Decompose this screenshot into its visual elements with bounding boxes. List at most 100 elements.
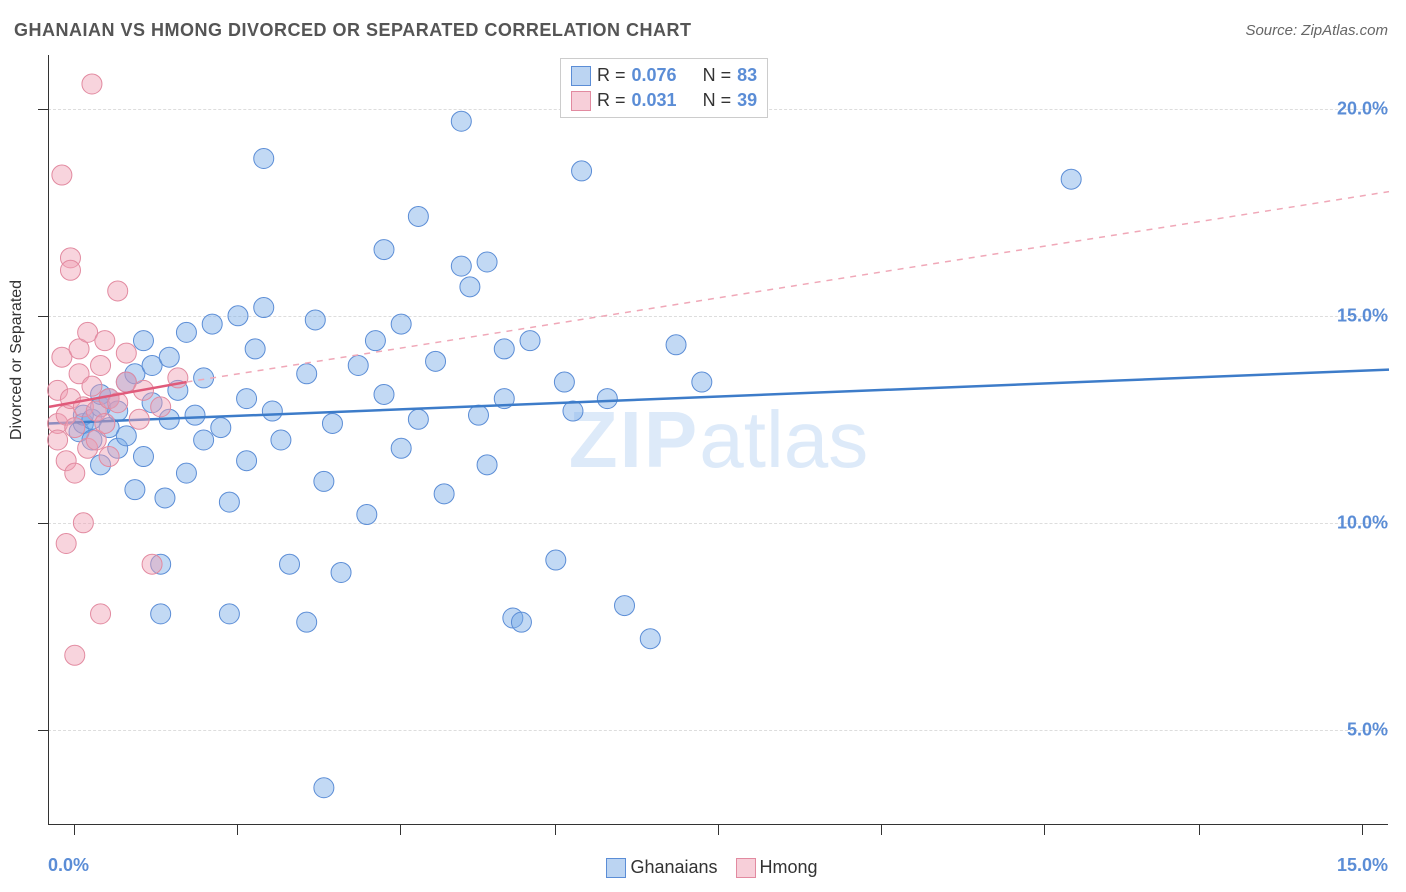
x-tick [1362, 825, 1363, 835]
scatter-point [82, 376, 102, 396]
scatter-point [254, 298, 274, 318]
scatter-point [73, 513, 93, 533]
scatter-point [116, 426, 136, 446]
scatter-point [451, 256, 471, 276]
scatter-point [254, 148, 274, 168]
scatter-point [460, 277, 480, 297]
series-swatch [736, 858, 756, 878]
scatter-point [125, 480, 145, 500]
scatter-point [116, 343, 136, 363]
scatter-point [219, 492, 239, 512]
scatter-point [60, 260, 80, 280]
series-label: Ghanaians [630, 857, 717, 877]
x-tick [718, 825, 719, 835]
scatter-point [280, 554, 300, 574]
source-attribution: Source: ZipAtlas.com [1245, 22, 1388, 39]
scatter-point [314, 471, 334, 491]
scatter-point [219, 604, 239, 624]
y-tick [38, 109, 48, 110]
legend-n-label: N = [703, 65, 732, 86]
scatter-point [237, 389, 257, 409]
legend-swatch [571, 91, 591, 111]
y-axis-label: Divorced or Separated [8, 280, 26, 440]
scatter-point [391, 438, 411, 458]
scatter-point [1061, 169, 1081, 189]
scatter-point [129, 409, 149, 429]
scatter-point [374, 240, 394, 260]
x-tick [881, 825, 882, 835]
scatter-point [176, 463, 196, 483]
legend-n-value: 83 [737, 65, 757, 86]
scatter-point [48, 430, 68, 450]
scatter-point [477, 455, 497, 475]
scatter-point [572, 161, 592, 181]
scatter-point [494, 339, 514, 359]
scatter-point [546, 550, 566, 570]
scatter-point [305, 310, 325, 330]
scatter-point [434, 484, 454, 504]
legend-r-label: R = [597, 65, 626, 86]
scatter-point [185, 405, 205, 425]
scatter-point [155, 488, 175, 508]
scatter-point [666, 335, 686, 355]
scatter-point [95, 413, 115, 433]
scatter-point [151, 604, 171, 624]
scatter-point [477, 252, 497, 272]
scatter-point [159, 347, 179, 367]
scatter-point [211, 418, 231, 438]
scatter-point [237, 451, 257, 471]
legend-swatch [571, 66, 591, 86]
scatter-point [52, 165, 72, 185]
scatter-point [297, 364, 317, 384]
scatter-point [82, 74, 102, 94]
y-tick [38, 523, 48, 524]
x-tick [237, 825, 238, 835]
x-tick [1199, 825, 1200, 835]
scatter-point [314, 778, 334, 798]
scatter-point [176, 322, 196, 342]
scatter-point [374, 384, 394, 404]
scatter-point [511, 612, 531, 632]
scatter-point [65, 418, 85, 438]
y-tick [38, 316, 48, 317]
scatter-point [365, 331, 385, 351]
scatter-point [322, 413, 342, 433]
chart-title: GHANAIAN VS HMONG DIVORCED OR SEPARATED … [14, 20, 692, 41]
scatter-point [99, 447, 119, 467]
legend-r-value: 0.031 [632, 90, 677, 111]
scatter-point [108, 281, 128, 301]
plot-area: ZIPatlas [48, 55, 1388, 825]
scatter-point [563, 401, 583, 421]
x-tick [555, 825, 556, 835]
scatter-point [348, 355, 368, 375]
scatter-point [331, 562, 351, 582]
y-tick-label: 10.0% [1337, 512, 1388, 533]
scatter-point [262, 401, 282, 421]
scatter-point [451, 111, 471, 131]
scatter-point [357, 505, 377, 525]
x-tick [74, 825, 75, 835]
scatter-point [640, 629, 660, 649]
scatter-point [245, 339, 265, 359]
scatter-point [151, 397, 171, 417]
scatter-point [228, 306, 248, 326]
scatter-point [271, 430, 291, 450]
y-tick-label: 20.0% [1337, 98, 1388, 119]
x-tick [400, 825, 401, 835]
legend-row: R = 0.076 N = 83 [571, 63, 757, 88]
legend-row: R = 0.031 N = 39 [571, 88, 757, 113]
legend-r-value: 0.076 [632, 65, 677, 86]
legend-n-label: N = [703, 90, 732, 111]
y-tick-label: 5.0% [1347, 719, 1388, 740]
scatter-point [692, 372, 712, 392]
scatter-point [91, 355, 111, 375]
scatter-point [194, 430, 214, 450]
legend-n-value: 39 [737, 90, 757, 111]
scatter-point [297, 612, 317, 632]
scatter-point [133, 447, 153, 467]
trend-line-extrapolated [186, 192, 1389, 382]
series-legend: GhanaiansHmong [0, 857, 1406, 878]
series-swatch [606, 858, 626, 878]
y-tick [38, 730, 48, 731]
legend-r-label: R = [597, 90, 626, 111]
